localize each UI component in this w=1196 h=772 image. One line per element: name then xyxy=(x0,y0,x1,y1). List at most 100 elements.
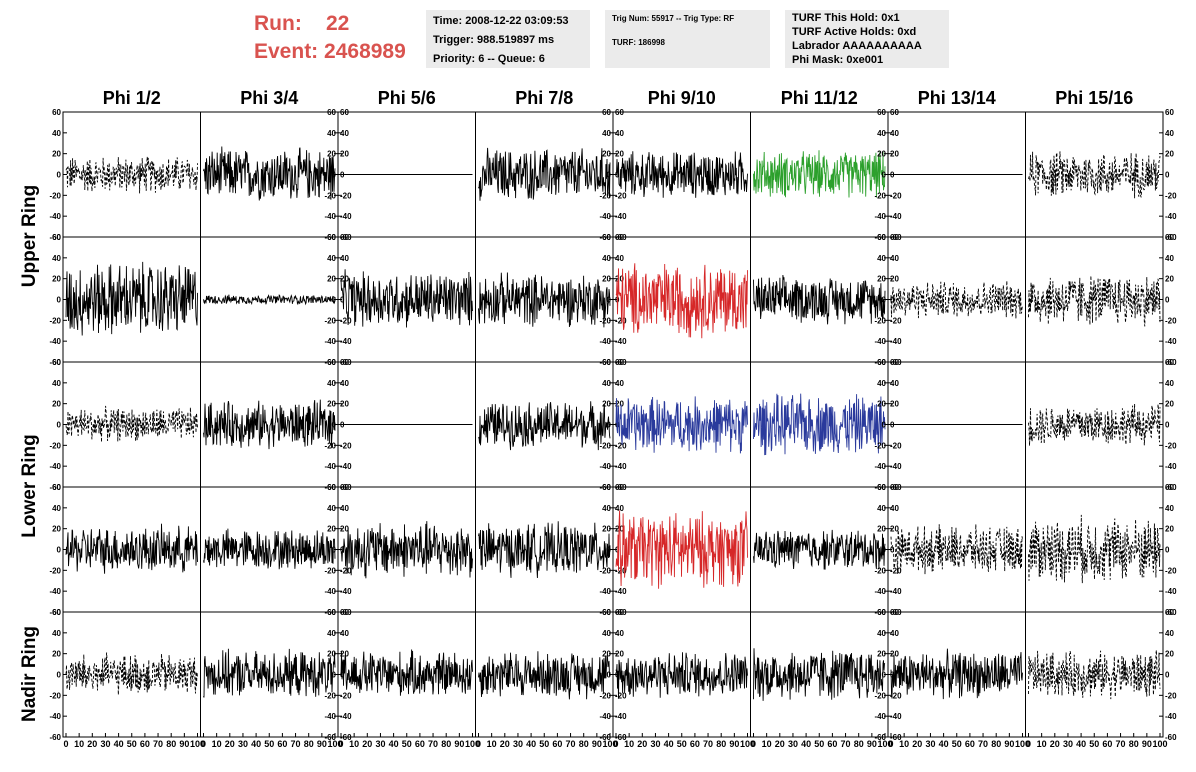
y-tick-label: 60 xyxy=(52,108,61,117)
turf-text: TURF: 186998 xyxy=(612,38,665,47)
phi-header: Phi 3/4 xyxy=(240,88,299,108)
y-tick-label: 40 xyxy=(52,629,61,638)
y-tick-label: -20 xyxy=(890,191,902,200)
y-tick-label: -20 xyxy=(599,566,611,575)
waveform-trace xyxy=(478,521,611,579)
x-tick-label: 70 xyxy=(428,739,438,749)
waveform-panel: -60 -40 -20 0 20 40 60 xyxy=(1025,233,1177,367)
y-tick-label: -40 xyxy=(324,337,336,346)
y-tick-label: 40 xyxy=(877,129,886,138)
x-tick-label: 60 xyxy=(965,739,975,749)
y-tick-label: 0 xyxy=(57,546,62,555)
y-tick-label: -60 xyxy=(49,233,61,242)
y-tick-label: -40 xyxy=(615,212,627,221)
y-tick-label: 40 xyxy=(327,129,336,138)
y-tick-label: -40 xyxy=(324,587,336,596)
y-tick-label: 20 xyxy=(890,525,899,534)
y-tick-label: -20 xyxy=(615,191,627,200)
y-tick-label: -20 xyxy=(615,441,627,450)
y-tick-label: 60 xyxy=(1165,108,1174,117)
trigger-text: Trigger: 988.519897 ms xyxy=(433,34,555,46)
y-tick-label: -40 xyxy=(340,462,352,471)
x-tick-label: 60 xyxy=(690,739,700,749)
y-tick-label: 20 xyxy=(602,150,611,159)
y-tick-label: 40 xyxy=(615,129,624,138)
waveform-panel: -60 -40 -20 0 20 40 60 xyxy=(324,608,476,742)
x-tick-label: 50 xyxy=(952,739,962,749)
y-tick-label: 0 xyxy=(57,296,62,305)
y-tick-label: -40 xyxy=(49,337,61,346)
y-tick-label: -40 xyxy=(874,462,886,471)
waveform-trace xyxy=(615,263,748,339)
x-tick-label: 90 xyxy=(729,739,739,749)
y-tick-label: -40 xyxy=(49,587,61,596)
y-tick-label: -60 xyxy=(874,733,886,742)
x-tick-label: 10 xyxy=(487,739,497,749)
x-tick-label: 20 xyxy=(225,739,235,749)
y-tick-label: 20 xyxy=(877,525,886,534)
y-tick-label: 0 xyxy=(332,296,337,305)
y-tick-label: -20 xyxy=(599,191,611,200)
waveform-trace xyxy=(203,648,336,698)
waveform-trace xyxy=(1028,275,1161,327)
x-tick-label: 70 xyxy=(978,739,988,749)
x-tick-label: 20 xyxy=(912,739,922,749)
y-tick-label: 40 xyxy=(602,254,611,263)
x-tick-label: 30 xyxy=(1063,739,1073,749)
y-tick-label: 20 xyxy=(1165,150,1174,159)
x-tick-label: 100 xyxy=(602,739,617,749)
y-tick-label: -20 xyxy=(874,191,886,200)
y-tick-label: -40 xyxy=(890,587,902,596)
y-tick-label: 40 xyxy=(615,254,624,263)
y-tick-label: 60 xyxy=(52,483,61,492)
panel-frame xyxy=(1025,486,1164,613)
waveform-trace xyxy=(615,151,748,198)
y-tick-label: 40 xyxy=(615,379,624,388)
x-tick-label: 30 xyxy=(788,739,798,749)
y-tick-label: 60 xyxy=(1165,233,1174,242)
y-tick-label: -20 xyxy=(599,441,611,450)
x-tick-label: 30 xyxy=(375,739,385,749)
y-tick-label: 0 xyxy=(1165,296,1170,305)
phi-header: Phi 11/12 xyxy=(780,88,858,108)
y-tick-label: 40 xyxy=(340,379,349,388)
y-tick-label: 20 xyxy=(615,650,624,659)
x-tick-label: 80 xyxy=(166,739,176,749)
x-tick-label: 20 xyxy=(362,739,372,749)
x-tick-label: 60 xyxy=(140,739,150,749)
y-tick-label: -20 xyxy=(324,316,336,325)
y-tick-label: 40 xyxy=(1165,254,1174,263)
y-tick-label: 40 xyxy=(890,629,899,638)
y-tick-label: 0 xyxy=(607,671,612,680)
y-tick-label: 40 xyxy=(1165,504,1174,513)
y-tick-label: 20 xyxy=(877,275,886,284)
y-tick-label: -20 xyxy=(890,316,902,325)
y-tick-label: -60 xyxy=(49,608,61,617)
y-tick-label: 20 xyxy=(327,275,336,284)
y-tick-label: 60 xyxy=(52,608,61,617)
x-tick-label: 30 xyxy=(925,739,935,749)
y-tick-label: 60 xyxy=(52,233,61,242)
x-tick-label: 80 xyxy=(304,739,314,749)
y-tick-label: 40 xyxy=(877,504,886,513)
event-label: Event: xyxy=(254,40,319,63)
y-tick-label: 40 xyxy=(327,504,336,513)
y-tick-label: 60 xyxy=(327,358,336,367)
y-tick-label: 40 xyxy=(340,629,349,638)
y-tick-label: 20 xyxy=(877,150,886,159)
y-tick-label: -40 xyxy=(49,712,61,721)
x-tick-label: 0 xyxy=(751,739,756,749)
y-tick-label: 40 xyxy=(602,629,611,638)
run-event-header: Run: 22 Event: 2468989 xyxy=(254,10,406,66)
y-tick-label: 20 xyxy=(340,150,349,159)
y-tick-label: -20 xyxy=(1165,691,1177,700)
y-tick-label: 60 xyxy=(327,233,336,242)
y-tick-label: 0 xyxy=(607,171,612,180)
y-tick-label: 0 xyxy=(340,421,345,430)
x-tick-label: 40 xyxy=(114,739,124,749)
y-tick-label: 20 xyxy=(890,400,899,409)
x-tick-label: 50 xyxy=(539,739,549,749)
x-tick-label: 90 xyxy=(1004,739,1014,749)
y-tick-label: -20 xyxy=(1165,441,1177,450)
x-tick-label: 60 xyxy=(1102,739,1112,749)
